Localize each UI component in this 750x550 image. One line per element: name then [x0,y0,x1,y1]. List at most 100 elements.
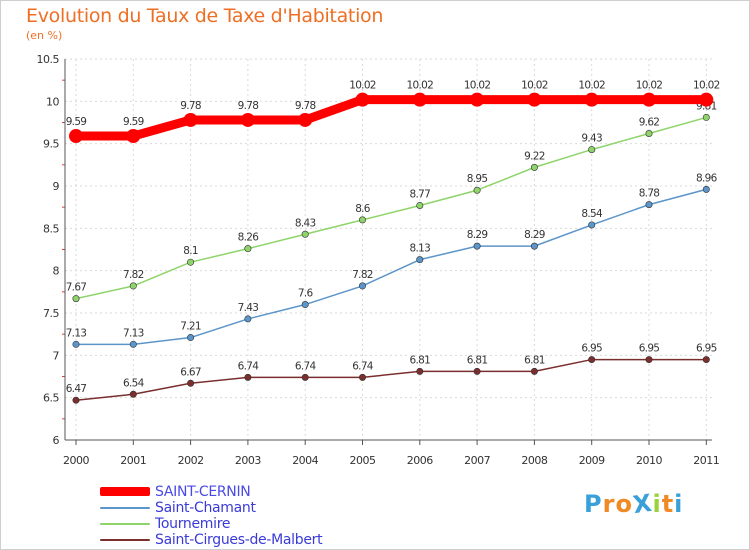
y-tick-label: 10.5 [37,53,60,66]
data-point [129,340,137,348]
data-point [72,295,80,303]
data-point [358,373,366,381]
logo-letter: X [631,488,655,520]
series-line-3 [75,358,708,401]
data-label: 10.02 [578,80,605,92]
data-point [358,216,366,224]
y-tick-label: 10 [46,95,59,108]
data-label: 10.02 [693,80,720,92]
data-point [588,356,596,364]
data-point [473,242,481,250]
data-point [588,146,596,154]
data-point [530,242,538,250]
data-label: 8.26 [238,232,260,244]
y-tick-label: 8 [53,265,60,278]
y-tick-label: 7.5 [43,307,59,320]
data-point [473,367,481,375]
data-label: 8.29 [524,229,545,241]
logo-letter: P [584,490,603,518]
data-point [183,112,198,127]
data-label: 6.95 [581,343,602,355]
data-label: 9.78 [180,100,201,112]
series-line-2 [75,116,708,300]
x-tick-label: 2009 [579,454,605,467]
legend-swatch [100,539,150,541]
data-point [244,245,252,253]
data-point [416,256,424,264]
data-point [412,92,427,107]
data-label: 7.21 [180,321,201,333]
logo-letter: o [615,490,633,518]
data-point [645,356,653,364]
data-point [69,129,83,144]
data-label: 8.77 [410,188,431,200]
data-point [642,92,656,107]
logo-letter: i [674,490,684,518]
x-tick-label: 2001 [120,454,146,467]
data-point [416,201,424,209]
data-point [702,113,710,121]
data-point [355,92,370,107]
logo-letter: i [652,490,662,518]
series-line-0 [71,95,711,141]
data-label: 6.81 [410,354,431,366]
data-label: 9.59 [123,116,144,128]
legend-swatch [100,523,150,525]
y-tick-label: 6.5 [43,392,59,405]
logo-letter: t [661,490,675,518]
y-tick-label: 7 [53,349,60,362]
y-tick-label: 9.5 [43,138,59,151]
x-tick-label: 2007 [464,454,490,467]
data-label: 8.54 [581,208,603,220]
legend-label: SAINT-CERNIN [155,484,251,500]
data-label: 8.78 [639,188,660,200]
data-label: 9.22 [524,150,545,162]
y-tick-label: 8.5 [43,222,59,235]
data-label: 6.54 [123,377,145,389]
data-label: 7.82 [352,269,373,281]
data-label: 6.74 [352,360,374,372]
x-tick-label: 2005 [350,454,376,467]
legend-swatch [100,487,150,496]
data-label: 10.02 [349,80,376,92]
data-label: 6.47 [66,383,87,395]
data-label: 8.29 [467,229,488,241]
data-point [702,356,710,364]
data-label: 9.78 [295,100,316,112]
data-label: 8.95 [467,173,488,185]
data-point [126,129,141,144]
x-tick-label: 2008 [521,454,547,467]
proxiti-logo: ProXiti [584,488,684,520]
chart-subtitle: (en %) [26,29,63,42]
legend-label: Saint-Chamant [155,500,256,516]
x-tick-label: 2011 [693,454,719,467]
y-tick-label: 6 [53,434,60,447]
data-point [358,282,366,290]
data-label: 8.6 [355,203,371,215]
data-point [129,390,137,398]
x-tick-label: 2002 [178,454,204,467]
data-point [187,379,195,387]
data-label: 9.78 [238,100,259,112]
data-label: 10.02 [521,80,548,92]
data-label: 9.62 [639,117,660,129]
data-point [240,112,255,127]
data-label: 9.43 [581,133,602,145]
data-point [244,373,252,381]
data-label: 8.43 [295,217,316,229]
data-point [416,367,424,375]
x-tick-label: 2003 [235,454,261,467]
x-tick-label: 2000 [63,454,89,467]
data-label: 7.13 [66,327,87,339]
data-point [699,92,714,107]
data-point [72,340,80,348]
data-label: 8.1 [183,245,198,257]
data-point [129,282,137,290]
data-label: 10.02 [407,80,434,92]
data-point [527,92,542,107]
data-point [244,315,252,323]
data-label: 6.95 [696,343,717,355]
data-point [530,367,538,375]
data-point [301,230,309,238]
